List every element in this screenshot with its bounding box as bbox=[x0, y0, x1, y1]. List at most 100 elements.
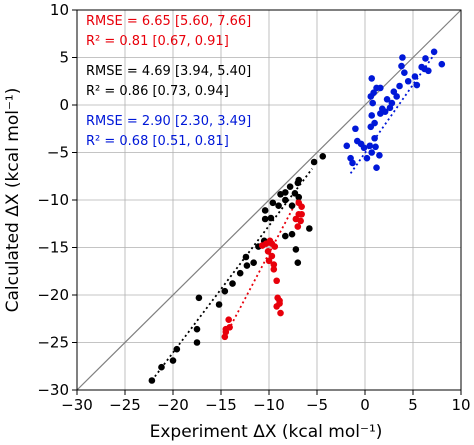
data-point bbox=[243, 262, 251, 269]
data-point bbox=[399, 54, 406, 61]
data-point bbox=[349, 159, 356, 167]
data-point bbox=[366, 142, 374, 150]
data-point bbox=[422, 55, 429, 62]
data-point bbox=[372, 143, 379, 151]
y-tick-label: −30 bbox=[37, 381, 69, 399]
identity-line bbox=[76, 9, 462, 391]
x-tick-label: −20 bbox=[157, 396, 189, 414]
data-point bbox=[277, 309, 284, 317]
data-point bbox=[264, 248, 272, 255]
data-point bbox=[363, 154, 371, 162]
y-tick-label: −25 bbox=[37, 334, 69, 352]
data-point bbox=[286, 183, 294, 190]
data-point bbox=[430, 48, 438, 56]
data-point bbox=[390, 88, 398, 95]
data-point bbox=[368, 75, 376, 82]
data-point bbox=[282, 196, 289, 204]
data-point bbox=[292, 246, 300, 253]
data-point bbox=[215, 301, 223, 308]
data-point bbox=[438, 60, 446, 68]
y-tick-label: 5 bbox=[59, 49, 69, 67]
data-point bbox=[265, 257, 273, 265]
data-point bbox=[376, 152, 383, 159]
data-point bbox=[270, 266, 278, 273]
data-point bbox=[295, 210, 303, 218]
data-point bbox=[413, 81, 421, 89]
data-point bbox=[306, 225, 313, 232]
data-point bbox=[288, 230, 296, 238]
annotation-blue-r2: R² = 0.68 [0.51, 0.81] bbox=[86, 134, 229, 149]
x-tick-label: −5 bbox=[306, 396, 328, 414]
fit-line-1 bbox=[223, 194, 301, 340]
data-point bbox=[267, 214, 275, 222]
data-point bbox=[148, 377, 156, 384]
data-points bbox=[148, 48, 446, 384]
data-point bbox=[388, 99, 396, 107]
x-ticks: −30 −25 −20 −15 −10 −5 0 5 10 bbox=[61, 390, 471, 414]
data-point bbox=[294, 259, 302, 267]
y-tick-label: 0 bbox=[59, 96, 69, 114]
annotation-blue-rmse: RMSE = 2.90 [2.30, 3.49] bbox=[86, 114, 251, 129]
fit-line-2 bbox=[349, 54, 435, 174]
annotation-black: RMSE = 4.69 [3.94, 5.40] R² = 0.86 [0.73… bbox=[86, 64, 251, 99]
x-tick-label: −15 bbox=[205, 396, 237, 414]
data-point bbox=[352, 125, 359, 133]
data-point bbox=[236, 269, 244, 277]
data-point bbox=[370, 89, 377, 96]
data-point bbox=[275, 202, 282, 209]
annotation-black-r2: R² = 0.86 [0.73, 0.94] bbox=[86, 84, 229, 99]
data-point bbox=[195, 294, 203, 302]
x-tick-label: 5 bbox=[408, 396, 418, 414]
data-point bbox=[273, 303, 280, 310]
data-point bbox=[373, 164, 380, 171]
annotation-red-rmse: RMSE = 6.65 [5.60, 7.66] bbox=[86, 14, 251, 29]
data-point bbox=[368, 149, 376, 156]
data-point bbox=[401, 69, 408, 76]
data-point bbox=[404, 77, 412, 85]
data-point bbox=[377, 84, 384, 92]
data-point bbox=[282, 232, 289, 240]
data-point bbox=[282, 189, 289, 196]
data-point bbox=[221, 287, 229, 295]
x-axis-label: Experiment ΔX (kcal mol⁻¹) bbox=[150, 422, 383, 442]
y-ticks: −30 −25 −20 −15 −10 −5 0 5 10 bbox=[37, 1, 77, 399]
annotation-blue: RMSE = 2.90 [2.30, 3.49] R² = 0.68 [0.51… bbox=[86, 114, 251, 149]
data-point bbox=[368, 112, 376, 119]
data-point bbox=[193, 325, 201, 333]
data-point bbox=[398, 62, 405, 70]
data-point bbox=[292, 215, 300, 223]
y-tick-label: −10 bbox=[37, 191, 69, 209]
x-tick-label: −30 bbox=[61, 396, 93, 414]
data-point bbox=[360, 144, 368, 152]
data-point bbox=[225, 316, 232, 324]
data-point bbox=[229, 280, 236, 287]
data-point bbox=[310, 158, 318, 166]
data-point bbox=[242, 253, 250, 261]
data-point bbox=[396, 82, 403, 90]
data-point bbox=[421, 65, 428, 73]
data-point bbox=[222, 328, 230, 336]
data-point bbox=[381, 108, 389, 115]
data-point bbox=[295, 193, 303, 201]
data-point bbox=[226, 324, 233, 331]
y-tick-label: −20 bbox=[37, 286, 69, 304]
data-point bbox=[393, 93, 400, 100]
data-point bbox=[193, 339, 201, 346]
x-tick-label: 10 bbox=[451, 396, 470, 414]
data-point bbox=[294, 223, 302, 230]
data-point bbox=[268, 252, 276, 260]
data-point bbox=[371, 134, 378, 142]
fit-line-0 bbox=[151, 168, 313, 382]
data-point bbox=[295, 176, 303, 184]
data-point bbox=[271, 243, 279, 250]
data-point bbox=[261, 215, 269, 223]
y-tick-label: −5 bbox=[47, 144, 69, 162]
data-point bbox=[276, 297, 283, 305]
data-point bbox=[295, 199, 303, 207]
data-point bbox=[269, 199, 277, 207]
data-point bbox=[383, 96, 391, 103]
data-point bbox=[343, 142, 351, 150]
data-point bbox=[319, 153, 327, 160]
x-tick-label: −25 bbox=[109, 396, 141, 414]
